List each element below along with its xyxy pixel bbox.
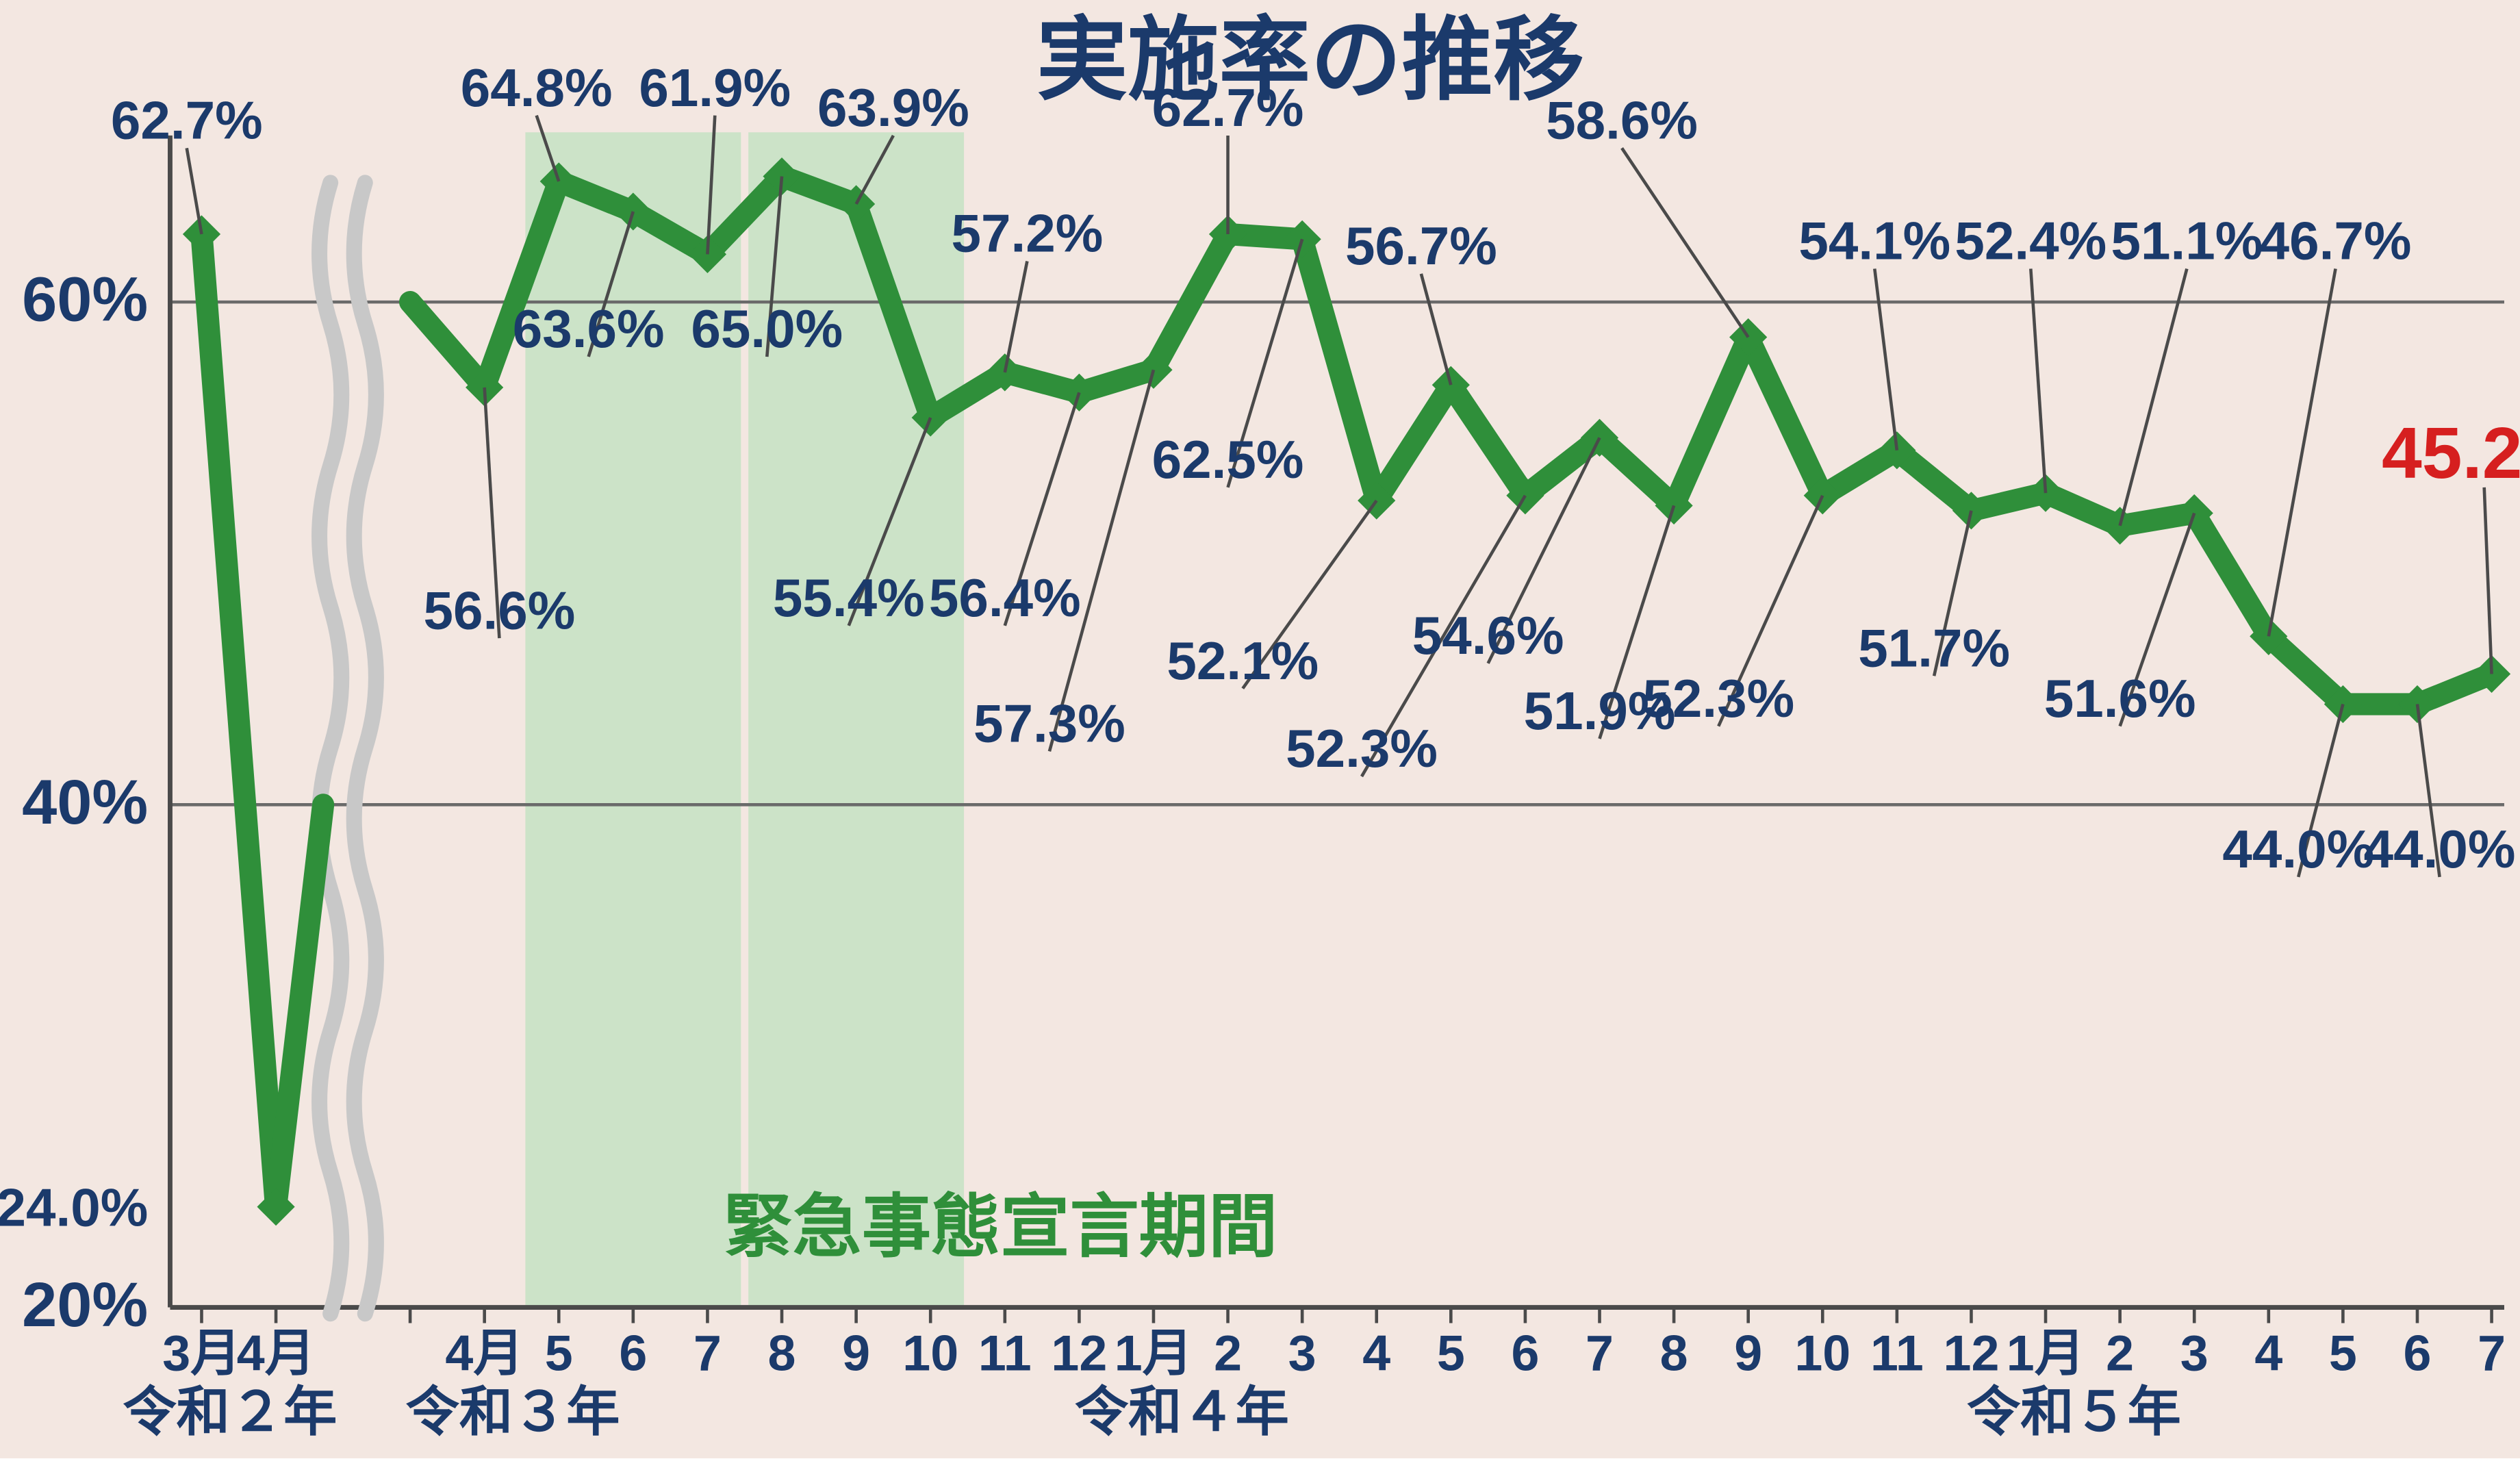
data-label-highlight: 45.2%: [2382, 413, 2520, 494]
data-label: 44.0%: [2222, 819, 2374, 879]
y-tick-label: 20%: [22, 1269, 148, 1340]
era-label: 令和３年: [406, 1382, 620, 1442]
line-chart: 20%40%60%24.0%実施率の推移3月4月4月567891011121月2…: [0, 0, 2520, 1458]
data-label: 57.2%: [951, 203, 1103, 264]
data-label: 56.7%: [1345, 216, 1497, 276]
data-label: 51.6%: [2044, 668, 2196, 728]
x-tick-label: 11: [978, 1325, 1032, 1382]
x-tick-label: 2: [1214, 1325, 1242, 1382]
x-tick-label: 10: [1794, 1325, 1850, 1382]
x-tick-label: 6: [2404, 1325, 2432, 1382]
x-tick-label: 3: [1288, 1325, 1316, 1382]
y-extra-tick-label: 24.0%: [0, 1177, 148, 1237]
x-tick-label: 2: [2106, 1325, 2134, 1382]
x-tick-label: 8: [1660, 1325, 1688, 1382]
x-tick-label: 3月: [162, 1325, 241, 1382]
data-label: 52.3%: [1642, 668, 1794, 728]
x-tick-label: 7: [693, 1325, 722, 1382]
x-tick-label: 12: [1944, 1325, 2000, 1382]
x-tick-label: 10: [902, 1325, 958, 1382]
data-label: 58.6%: [1546, 90, 1698, 151]
x-tick-label: 5: [2329, 1325, 2357, 1382]
data-label: 52.3%: [1286, 718, 1438, 778]
era-label: 令和４年: [1075, 1382, 1289, 1442]
x-tick-label: 7: [2478, 1325, 2506, 1382]
data-label: 63.9%: [817, 77, 969, 138]
data-label: 57.3%: [973, 694, 1125, 754]
x-tick-label: 5: [1437, 1325, 1465, 1382]
data-label: 64.8%: [461, 58, 613, 118]
data-label: 62.5%: [1152, 429, 1304, 490]
emergency-period-label: 緊急事態宣言期間: [723, 1189, 1277, 1266]
x-tick-label: 6: [1511, 1325, 1539, 1382]
x-tick-label: 11: [1870, 1325, 1924, 1382]
era-label: 令和２年: [123, 1382, 337, 1442]
data-label: 51.1%: [2111, 211, 2263, 271]
chart-container: 20%40%60%24.0%実施率の推移3月4月4月567891011121月2…: [0, 0, 2520, 1459]
x-tick-label: 8: [768, 1325, 796, 1382]
x-tick-label: 1月: [2007, 1325, 2085, 1382]
data-label: 62.7%: [1152, 77, 1304, 138]
data-label: 65.0%: [691, 299, 843, 359]
y-tick-label: 40%: [22, 767, 148, 837]
data-label: 62.7%: [111, 90, 263, 151]
x-tick-label: 4: [2254, 1325, 2282, 1382]
data-label: 54.6%: [1412, 605, 1564, 665]
data-label: 52.1%: [1167, 631, 1319, 691]
x-tick-label: 12: [1051, 1325, 1107, 1382]
data-label: 51.7%: [1858, 618, 2010, 678]
x-tick-label: 1月: [1115, 1325, 1193, 1382]
data-label: 63.6%: [513, 299, 665, 359]
x-tick-label: 9: [842, 1325, 870, 1382]
y-tick-label: 60%: [22, 264, 148, 335]
data-label: 44.0%: [2364, 819, 2516, 879]
x-tick-label: 5: [545, 1325, 573, 1382]
data-label: 55.4%: [773, 568, 925, 628]
data-label: 56.4%: [929, 568, 1081, 628]
data-label: 61.9%: [639, 58, 791, 118]
era-label: 令和５年: [1967, 1382, 2181, 1442]
x-tick-label: 4月: [237, 1325, 316, 1382]
x-tick-label: 4: [1362, 1325, 1390, 1382]
chart-title: 実施率の推移: [1036, 9, 1585, 111]
x-tick-label: 9: [1734, 1325, 1762, 1382]
x-tick-label: 6: [619, 1325, 647, 1382]
x-tick-label: 7: [1586, 1325, 1614, 1382]
data-label: 54.1%: [1798, 211, 1950, 271]
data-label: 56.6%: [423, 580, 575, 640]
data-label: 46.7%: [2260, 211, 2412, 271]
x-tick-label: 3: [2180, 1325, 2209, 1382]
data-label: 52.4%: [1955, 211, 2107, 271]
x-tick-label: 4月: [445, 1325, 524, 1382]
